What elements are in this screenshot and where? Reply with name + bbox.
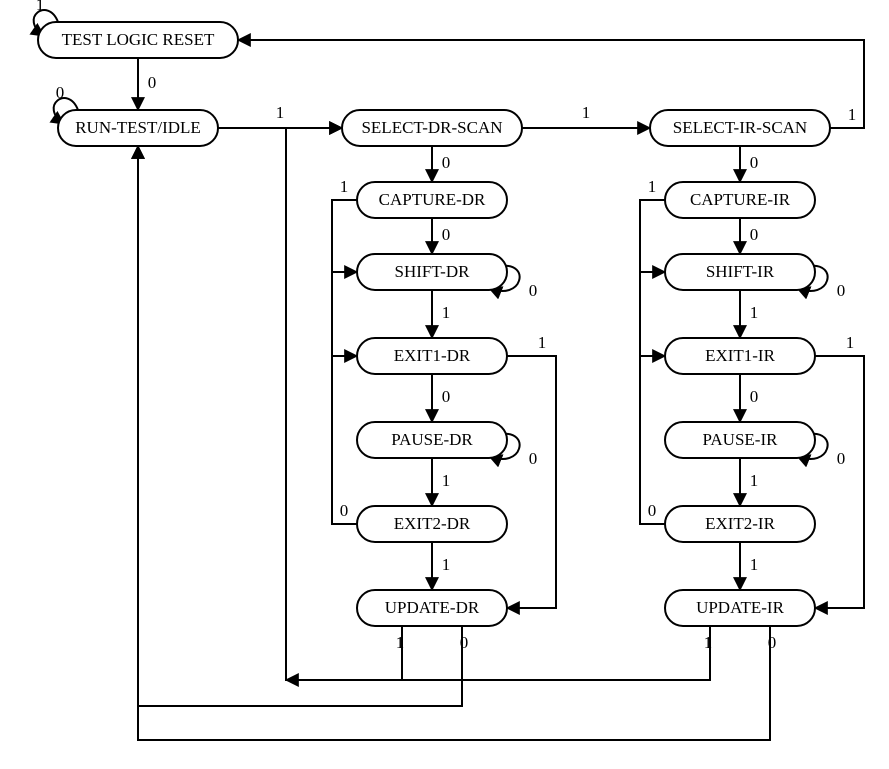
edge-label: 1 xyxy=(442,303,451,322)
edge-label: 0 xyxy=(837,281,846,300)
edge-label: 0 xyxy=(148,73,157,92)
edge-label: 0 xyxy=(750,225,759,244)
edge-exit1dr_updatedr xyxy=(507,356,556,608)
edge-exit2ir_shiftir xyxy=(640,272,665,524)
edge-label: 1 xyxy=(340,177,349,196)
jtag-state-diagram: 10011001010101101010010101011010TEST LOG… xyxy=(0,0,889,769)
state-label: SELECT-IR-SCAN xyxy=(673,118,807,137)
edge-label: 0 xyxy=(442,387,451,406)
state-pauseir: PAUSE-IR xyxy=(665,422,815,458)
edge-label: 0 xyxy=(648,501,657,520)
edge-label: 0 xyxy=(460,633,469,652)
edge-label: 1 xyxy=(442,471,451,490)
edge-label: 1 xyxy=(538,333,547,352)
edge-capdr_exit1dr xyxy=(332,200,357,356)
edge-exit1ir_updateir xyxy=(815,356,864,608)
state-capdr: CAPTURE-DR xyxy=(357,182,507,218)
edge-label: 0 xyxy=(442,225,451,244)
state-updatedr: UPDATE-DR xyxy=(357,590,507,626)
state-exit1dr: EXIT1-DR xyxy=(357,338,507,374)
state-label: CAPTURE-DR xyxy=(379,190,486,209)
state-label: RUN-TEST/IDLE xyxy=(75,118,201,137)
nodes-layer: TEST LOGIC RESET RUN-TEST/IDLE SELECT-DR-S… xyxy=(38,22,830,626)
edge-label: 0 xyxy=(56,83,65,102)
state-capir: CAPTURE-IR xyxy=(665,182,815,218)
edge-label: 1 xyxy=(582,103,591,122)
edge-label: 0 xyxy=(750,387,759,406)
state-tlr: TEST LOGIC RESET xyxy=(38,22,238,58)
state-label: PAUSE-IR xyxy=(703,430,779,449)
state-label: SELECT-DR-SCAN xyxy=(361,118,502,137)
state-shiftir: SHIFT-IR xyxy=(665,254,815,290)
edge-label: 0 xyxy=(442,153,451,172)
state-exit1ir: EXIT1-IR xyxy=(665,338,815,374)
state-label: EXIT2-DR xyxy=(394,514,471,533)
edge-label: 0 xyxy=(837,449,846,468)
state-exit2ir: EXIT2-IR xyxy=(665,506,815,542)
state-label: UPDATE-DR xyxy=(385,598,480,617)
state-shiftdr: SHIFT-DR xyxy=(357,254,507,290)
state-label: EXIT2-IR xyxy=(705,514,776,533)
state-label: EXIT1-DR xyxy=(394,346,471,365)
state-selir: SELECT-IR-SCAN xyxy=(650,110,830,146)
edge-label: 1 xyxy=(648,177,657,196)
state-exit2dr: EXIT2-DR xyxy=(357,506,507,542)
edge-label: 0 xyxy=(768,633,777,652)
edge-label: 0 xyxy=(340,501,349,520)
state-label: SHIFT-DR xyxy=(395,262,471,281)
edge-label: 1 xyxy=(750,303,759,322)
edge-label: 1 xyxy=(846,333,855,352)
state-label: SHIFT-IR xyxy=(706,262,775,281)
edge-label: 1 xyxy=(396,633,405,652)
state-updateir: UPDATE-IR xyxy=(665,590,815,626)
edge-exit2dr_shiftdr xyxy=(332,272,357,524)
state-label: PAUSE-DR xyxy=(391,430,473,449)
state-label: UPDATE-IR xyxy=(696,598,784,617)
state-pausedr: PAUSE-DR xyxy=(357,422,507,458)
edge-label: 0 xyxy=(529,281,538,300)
state-seldr: SELECT-DR-SCAN xyxy=(342,110,522,146)
edge-label: 1 xyxy=(36,0,45,14)
edge-updateir_seldr xyxy=(286,626,710,680)
edge-label: 1 xyxy=(750,555,759,574)
state-rti: RUN-TEST/IDLE xyxy=(58,110,218,146)
state-label: CAPTURE-IR xyxy=(690,190,791,209)
edge-label: 0 xyxy=(750,153,759,172)
edge-label: 1 xyxy=(848,105,857,124)
edge-label: 0 xyxy=(529,449,538,468)
edge-label: 1 xyxy=(750,471,759,490)
edge-label: 1 xyxy=(276,103,285,122)
edge-label: 1 xyxy=(442,555,451,574)
edge-capir_exit1ir xyxy=(640,200,665,356)
edge-label: 1 xyxy=(704,633,713,652)
state-label: TEST LOGIC RESET xyxy=(62,30,215,49)
state-label: EXIT1-IR xyxy=(705,346,776,365)
